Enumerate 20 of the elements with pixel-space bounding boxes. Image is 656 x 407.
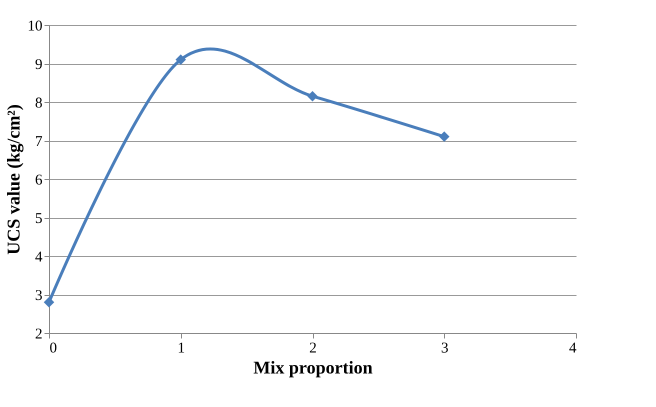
y-tick-label: 3 — [35, 288, 42, 304]
point — [176, 54, 186, 65]
y-tick-label: 10 — [28, 18, 42, 34]
y-axis-title: UCS value (kg/cm²) — [4, 104, 24, 255]
y-tick-label: 4 — [35, 250, 43, 266]
y-tick-label: 2 — [35, 326, 42, 342]
x-tick-label: 3 — [441, 340, 448, 356]
x-tick-label: 2 — [309, 340, 317, 356]
x-tick-label: 0 — [50, 340, 57, 356]
point — [439, 131, 450, 142]
x-axis-title: Mix proportion — [253, 358, 373, 378]
y-tick-label: 6 — [35, 172, 43, 188]
y-tick-label: 7 — [35, 134, 43, 150]
y-tick-label: 8 — [35, 96, 42, 112]
y-tick-label: 5 — [35, 211, 42, 227]
y-tick-label: 9 — [35, 57, 42, 73]
x-tick-label: 1 — [178, 340, 185, 356]
point — [44, 296, 54, 308]
x-tick-label: 4 — [569, 340, 577, 356]
point — [307, 90, 318, 102]
